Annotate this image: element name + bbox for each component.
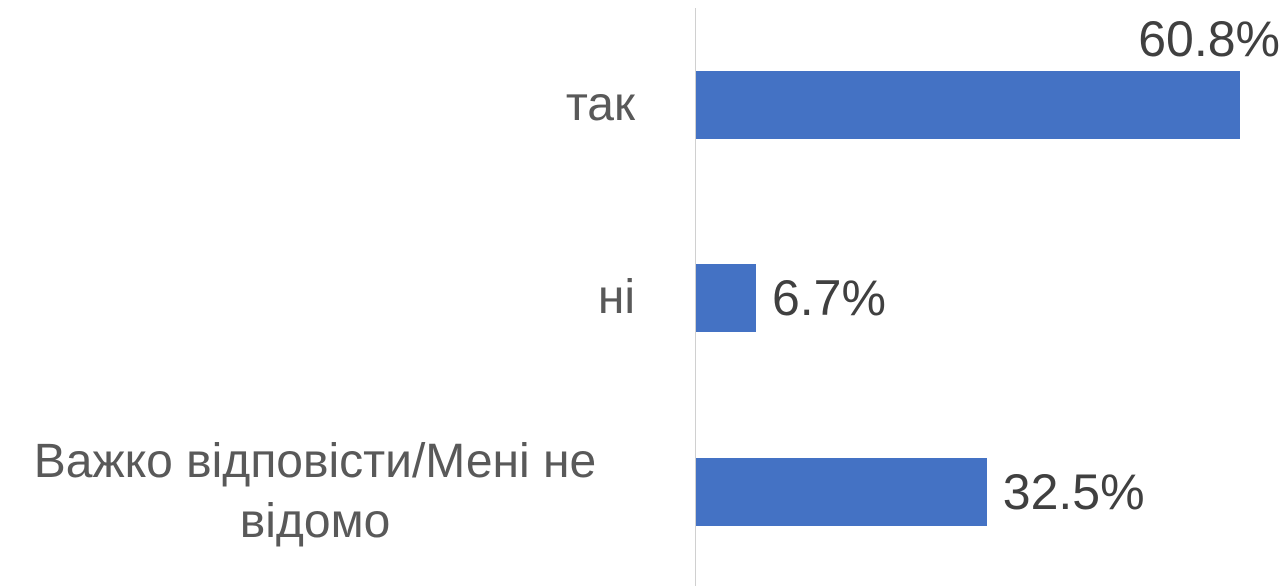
category-axis (695, 8, 696, 586)
data-label: 60.8% (1138, 10, 1280, 67)
data-label: 32.5% (1002, 463, 1145, 520)
category-label: так (0, 35, 635, 175)
bar (696, 264, 756, 333)
category-label: Важко відповісти/Мені не відомо (0, 422, 635, 562)
category-label: ні (0, 228, 635, 368)
category-text: Важко відповісти/Мені не відомо (33, 434, 597, 548)
bar (696, 457, 987, 526)
category-text: так (565, 77, 635, 131)
data-label: 6.7% (771, 270, 886, 327)
category-text: ні (597, 271, 635, 325)
bar (696, 70, 1240, 139)
